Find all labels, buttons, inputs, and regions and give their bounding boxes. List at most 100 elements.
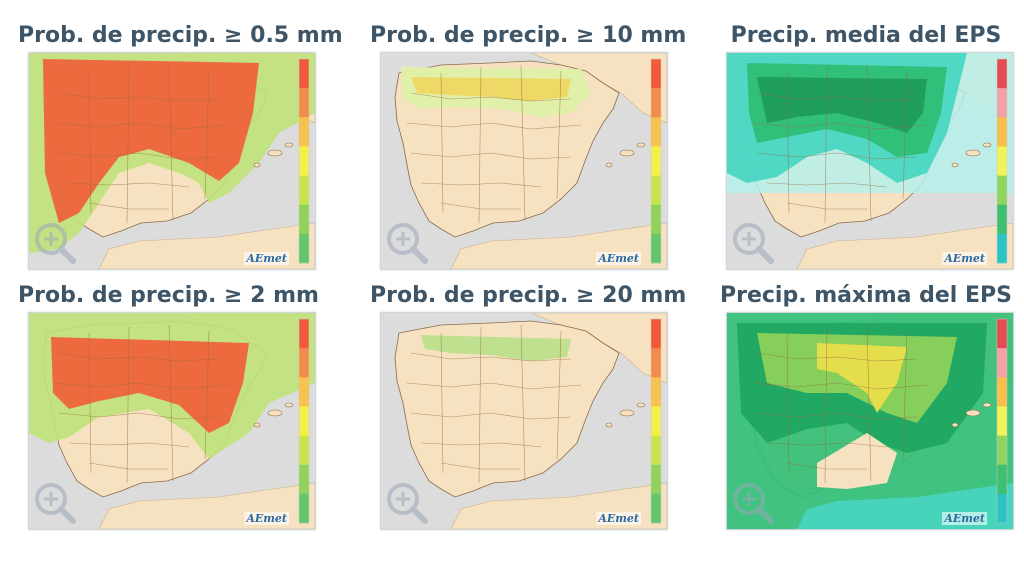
precip-zone [411, 77, 571, 101]
zoom-icon[interactable] [733, 223, 774, 264]
panel-title: Prob. de precip. ≥ 20 mm [370, 283, 687, 308]
aemet-logo: AEmet [596, 512, 641, 525]
legend-swatch [997, 377, 1007, 407]
legend-swatch [651, 406, 661, 437]
legend-frame [298, 58, 310, 264]
province-border [756, 352, 918, 362]
province-border [88, 202, 169, 210]
province-border [410, 152, 572, 160]
legend-swatch [299, 204, 309, 235]
map-svg [727, 313, 1013, 529]
legend-swatch [997, 319, 1007, 349]
province-border [58, 152, 220, 160]
province-border [766, 182, 888, 188]
legend-swatch [651, 175, 661, 206]
balearic-island [951, 162, 959, 168]
legend-swatch [997, 88, 1007, 118]
province-border [406, 382, 582, 390]
balearic-island [267, 149, 283, 157]
zoom-icon[interactable] [733, 483, 774, 524]
province-border [58, 92, 220, 102]
panel-title: Precip. máxima del EPS [719, 283, 1013, 308]
zoom-icon[interactable] [387, 223, 428, 264]
legend-swatch [651, 435, 661, 466]
legend-swatch [651, 348, 661, 378]
legend-swatch [651, 146, 661, 177]
zoom-icon[interactable] [35, 483, 76, 524]
legend-swatch [997, 233, 1007, 264]
legend-swatch [997, 59, 1007, 89]
province-border [440, 332, 444, 474]
map-svg [381, 313, 667, 529]
balearic-island [253, 422, 261, 428]
zoom-icon[interactable] [35, 223, 76, 264]
province-border [68, 442, 190, 448]
balearic-island [951, 422, 959, 428]
province-border [58, 412, 220, 420]
balearic-island [253, 162, 261, 168]
province-border [756, 152, 918, 160]
precip-map[interactable]: AEmet [28, 52, 316, 270]
province-border [204, 70, 210, 200]
legend-swatch [651, 377, 661, 407]
legend-swatch [299, 377, 309, 407]
balearic-island [267, 409, 283, 417]
province-border [786, 332, 790, 474]
zoom-icon[interactable] [387, 483, 428, 524]
province-border [168, 64, 174, 222]
legend-swatch [997, 464, 1007, 495]
precip-zone [421, 335, 571, 361]
legend-swatch [997, 406, 1007, 437]
province-border [54, 122, 230, 130]
precip-map[interactable]: AEmet [726, 52, 1014, 270]
precip-zone [757, 77, 927, 133]
precip-map[interactable]: AEmet [726, 312, 1014, 530]
province-border [410, 412, 572, 420]
legend-swatch [651, 204, 661, 235]
province-border [520, 64, 526, 222]
legend-swatch [997, 435, 1007, 466]
province-border [410, 352, 572, 362]
province-border [410, 92, 572, 102]
legend-swatch [651, 464, 661, 495]
province-border [440, 202, 521, 210]
province-border [88, 72, 92, 214]
balearic-island [982, 402, 992, 408]
balearic-island [605, 162, 613, 168]
legend-swatch [299, 493, 309, 524]
legend-swatch [299, 348, 309, 378]
legend-frame [650, 58, 662, 264]
legend-swatch [997, 348, 1007, 378]
province-border [478, 326, 482, 484]
legend-swatch [651, 319, 661, 349]
precip-map[interactable]: AEmet [28, 312, 316, 530]
balearic-island [284, 402, 294, 408]
province-border [824, 66, 828, 224]
province-border [478, 66, 482, 224]
legend-swatch [997, 117, 1007, 147]
legend-swatch [299, 464, 309, 495]
legend-swatch [997, 204, 1007, 235]
province-border [752, 122, 928, 130]
province-border [786, 72, 790, 214]
legend-swatch [299, 435, 309, 466]
legend-swatch [651, 88, 661, 118]
province-border [168, 324, 174, 482]
panel-title: Prob. de precip. ≥ 2 mm [18, 283, 319, 308]
precip-map[interactable]: AEmet [380, 312, 668, 530]
legend-swatch [299, 146, 309, 177]
province-border [786, 202, 867, 210]
aemet-logo: AEmet [942, 252, 987, 265]
legend-swatch [299, 88, 309, 118]
province-border [88, 462, 169, 470]
legend-swatch [997, 493, 1007, 524]
precip-map[interactable]: AEmet [380, 52, 668, 270]
province-border [786, 462, 867, 470]
panel-title: Prob. de precip. ≥ 10 mm [370, 23, 687, 48]
province-border [756, 92, 918, 102]
legend-swatch [299, 117, 309, 147]
province-border [766, 442, 888, 448]
province-border [54, 382, 230, 390]
aemet-logo: AEmet [244, 252, 289, 265]
province-border [556, 330, 562, 460]
